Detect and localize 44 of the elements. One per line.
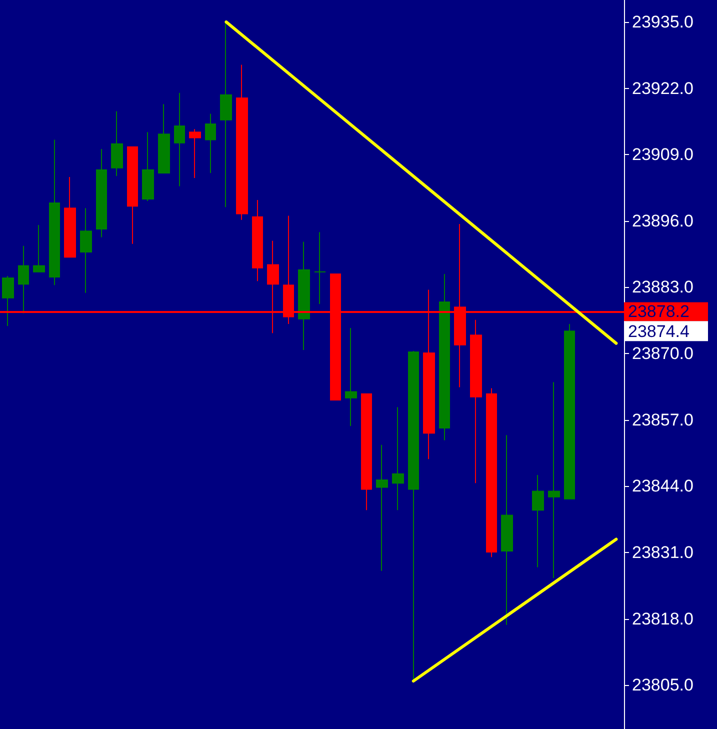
y-tick-label: 23870.0: [632, 344, 694, 364]
candlestick: [564, 323, 575, 500]
candlestick: [252, 199, 263, 282]
candlestick: [486, 388, 497, 558]
candlestick: [158, 104, 170, 174]
candlestick: [189, 128, 201, 179]
y-tick-label: 23805.0: [632, 676, 694, 695]
candlestick: [345, 328, 357, 426]
candlestick: [314, 232, 326, 305]
candlestick: [548, 382, 560, 578]
y-tick-label: 23935.0: [632, 12, 694, 32]
candlestick: [408, 350, 419, 681]
candlestick: [2, 275, 14, 326]
candlestick: [220, 21, 232, 208]
candlestick: [205, 113, 216, 174]
candlestick: [470, 319, 482, 484]
ref-line-label: 23878.2: [628, 302, 690, 322]
y-tick-label: 23818.0: [632, 609, 694, 628]
y-tick-label: 23831.0: [632, 542, 694, 562]
y-tick-label: 23883.0: [632, 278, 694, 297]
candlestick: [64, 176, 76, 258]
candlestick: [361, 393, 372, 511]
candlestick: [80, 208, 92, 294]
y-tick-label: 23857.0: [632, 410, 694, 430]
candlestick: [18, 245, 29, 314]
candlestick: [49, 139, 60, 286]
text: 23874.4: [628, 322, 690, 342]
candlestick: [439, 273, 450, 441]
candlestick: [501, 434, 513, 626]
candlestick: [127, 146, 138, 244]
candlestick: [142, 132, 154, 202]
candlestick: [111, 110, 123, 176]
candlestick: [236, 64, 248, 220]
candlestick: [174, 92, 185, 187]
candlestick: [392, 406, 404, 511]
candlestick: [532, 474, 544, 568]
candlestick: [376, 444, 388, 572]
candlestick: [33, 224, 45, 272]
y-tick-label: 23922.0: [632, 78, 694, 98]
y-tick-label: 23909.0: [632, 145, 694, 164]
y-tick-label: 23844.0: [632, 476, 694, 496]
candlestick: [298, 241, 310, 350]
candlestick: [96, 148, 107, 238]
y-tick-label: 23896.0: [632, 211, 694, 230]
